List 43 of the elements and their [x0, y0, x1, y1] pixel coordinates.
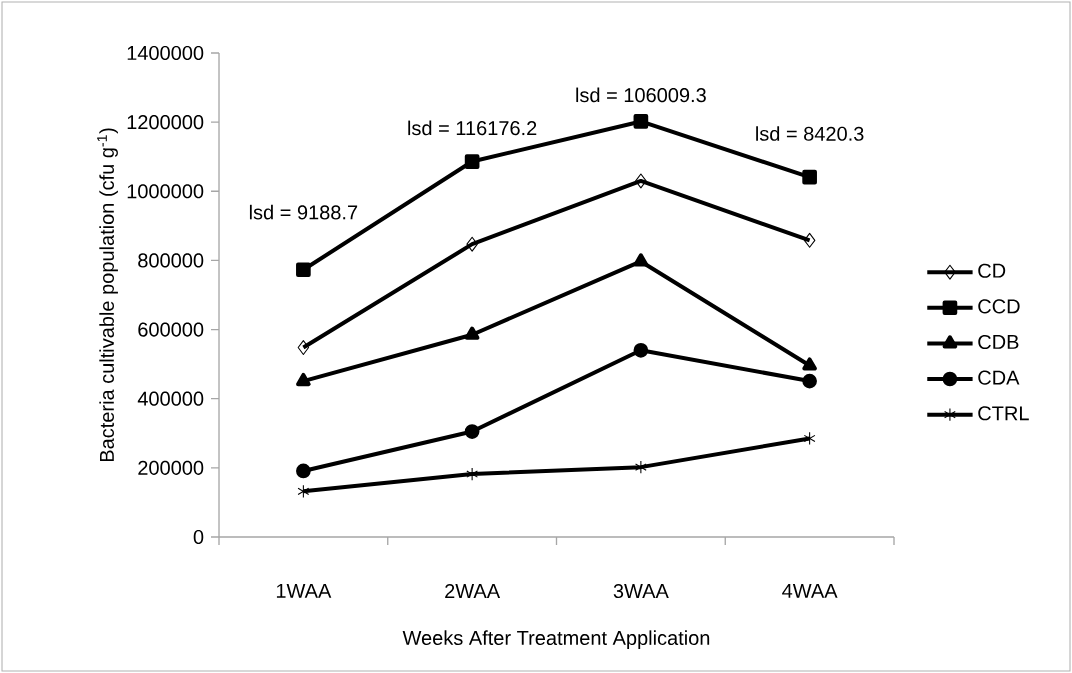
- annotation: lsd = 8420.3: [756, 126, 864, 141]
- point: [297, 484, 310, 499]
- y-tick-label: 800000: [138, 253, 204, 268]
- legend-label: CD: [978, 263, 1006, 278]
- y-axis-title: Bacteria cultivable population (cfu g$^{-1}$): [97, 128, 118, 462]
- point: [296, 262, 311, 278]
- point: [466, 467, 478, 481]
- point: [802, 169, 817, 185]
- point: [296, 372, 311, 387]
- x-axis-title: Weeks After Treatment Application: [402, 630, 710, 649]
- annotation: lsd = 116176.2: [408, 120, 537, 136]
- point: [296, 463, 311, 479]
- y-tick-label: 400000: [137, 391, 204, 406]
- y-tick-label: 600000: [138, 322, 204, 337]
- point: [635, 460, 647, 474]
- legend-label: CCD: [978, 299, 1020, 314]
- point: [297, 340, 310, 356]
- y-tick-label: 200000: [138, 460, 204, 475]
- point: [464, 154, 480, 169]
- point: [633, 342, 649, 358]
- point: [635, 173, 647, 189]
- point: [464, 326, 480, 340]
- point: [802, 373, 817, 389]
- annotation: lsd = 106009.3: [576, 87, 706, 103]
- x-tick-label: 2WAA: [445, 583, 501, 598]
- point: [466, 236, 478, 252]
- point: [633, 253, 649, 267]
- y-tick-label: 1200000: [127, 115, 204, 130]
- legend-label: CDB: [978, 334, 1019, 350]
- point: [803, 431, 816, 446]
- x-tick-label: 3WAA: [613, 583, 669, 599]
- point: [803, 232, 816, 248]
- legend-label: CTRL: [978, 406, 1029, 421]
- x-tick-label: 4WAA: [782, 583, 838, 598]
- point: [633, 114, 649, 129]
- point: [464, 424, 480, 439]
- x-tick-label: 1WAA: [276, 583, 332, 598]
- y-tick-label: 0: [193, 529, 204, 545]
- y-tick-label: 1400000: [127, 45, 204, 61]
- legend-label: CDA: [978, 370, 1020, 385]
- y-tick-label: 1000000: [127, 184, 204, 199]
- point: [802, 357, 817, 371]
- annotation: lsd = 9188.7: [249, 204, 358, 220]
